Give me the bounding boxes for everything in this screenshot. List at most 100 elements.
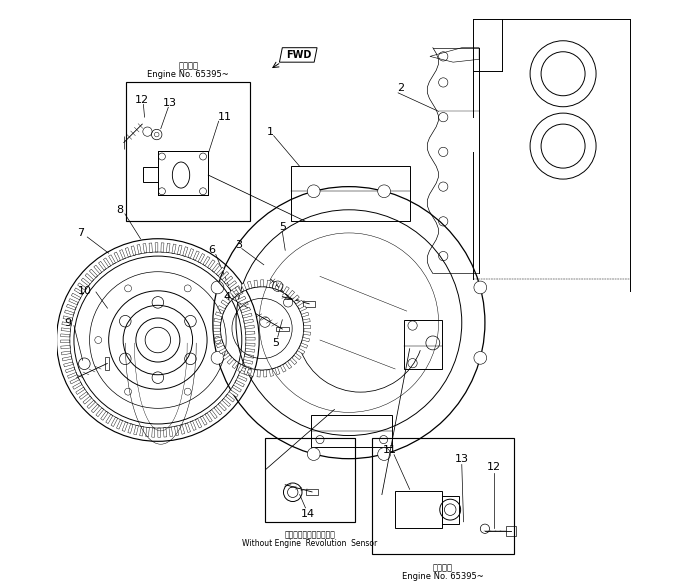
Polygon shape (244, 354, 254, 358)
Polygon shape (228, 280, 237, 289)
Polygon shape (62, 322, 71, 326)
Text: 13: 13 (455, 454, 468, 463)
Bar (311, 415, 392, 447)
Text: Engine No. 65395~: Engine No. 65395~ (402, 572, 484, 581)
Polygon shape (146, 427, 149, 437)
Polygon shape (278, 283, 284, 291)
Bar (304, 300, 315, 307)
Polygon shape (247, 281, 252, 289)
Polygon shape (214, 406, 222, 415)
Polygon shape (62, 351, 71, 355)
Polygon shape (134, 425, 138, 435)
Polygon shape (302, 338, 309, 342)
Polygon shape (244, 367, 249, 375)
Polygon shape (244, 319, 253, 324)
Polygon shape (212, 264, 220, 272)
Polygon shape (241, 283, 246, 291)
Bar (126, 82, 251, 222)
Polygon shape (125, 248, 131, 257)
Text: 9: 9 (64, 318, 72, 328)
Polygon shape (120, 250, 125, 259)
Polygon shape (208, 260, 215, 269)
Polygon shape (230, 290, 237, 297)
Text: 11: 11 (217, 112, 231, 122)
Polygon shape (237, 375, 247, 381)
Polygon shape (188, 248, 194, 258)
Polygon shape (235, 380, 244, 387)
Polygon shape (203, 257, 210, 266)
Polygon shape (94, 265, 102, 274)
Polygon shape (218, 305, 226, 311)
Polygon shape (109, 255, 116, 264)
Polygon shape (214, 331, 221, 335)
Polygon shape (62, 357, 72, 361)
Bar (143, 167, 158, 182)
Bar (395, 490, 441, 528)
Circle shape (211, 352, 224, 364)
Polygon shape (169, 427, 173, 437)
Bar (441, 496, 459, 524)
Text: 14: 14 (301, 509, 316, 519)
Polygon shape (298, 348, 305, 354)
Text: 13: 13 (163, 98, 176, 108)
Polygon shape (137, 244, 141, 254)
Polygon shape (227, 357, 234, 364)
Polygon shape (70, 377, 80, 384)
Circle shape (307, 448, 320, 461)
Polygon shape (122, 422, 128, 431)
Polygon shape (264, 370, 267, 377)
Polygon shape (231, 286, 240, 293)
Bar (507, 526, 516, 536)
Polygon shape (96, 408, 104, 417)
Text: 7: 7 (78, 228, 84, 238)
Polygon shape (69, 298, 78, 305)
Bar (372, 438, 514, 554)
Polygon shape (222, 398, 230, 406)
Polygon shape (217, 343, 224, 348)
Polygon shape (104, 258, 111, 267)
Polygon shape (225, 294, 232, 301)
Polygon shape (172, 244, 176, 254)
Text: 3: 3 (235, 240, 242, 250)
Polygon shape (220, 272, 229, 280)
Polygon shape (111, 417, 118, 427)
Polygon shape (280, 365, 286, 372)
Text: 5: 5 (272, 338, 279, 348)
Polygon shape (155, 243, 158, 252)
Polygon shape (218, 402, 226, 411)
Text: FWD: FWD (286, 50, 311, 59)
Polygon shape (149, 243, 152, 252)
Polygon shape (213, 325, 221, 328)
Polygon shape (226, 394, 235, 402)
Polygon shape (140, 426, 144, 436)
Polygon shape (166, 243, 170, 253)
Polygon shape (239, 370, 249, 376)
Polygon shape (245, 325, 255, 329)
Bar (307, 489, 318, 495)
Polygon shape (261, 280, 264, 287)
Polygon shape (116, 420, 122, 429)
Bar (404, 319, 441, 369)
Polygon shape (246, 338, 255, 340)
Polygon shape (215, 312, 223, 317)
Polygon shape (163, 428, 167, 437)
Polygon shape (246, 343, 255, 346)
Polygon shape (246, 331, 255, 335)
Text: 適用号機: 適用号機 (179, 62, 199, 71)
Text: 11: 11 (383, 445, 397, 455)
Polygon shape (299, 306, 307, 311)
Polygon shape (61, 334, 70, 337)
Text: 1: 1 (267, 127, 274, 136)
Polygon shape (232, 361, 239, 368)
Text: 5: 5 (279, 222, 286, 232)
Polygon shape (91, 404, 100, 413)
Text: エンジン回転センサなし: エンジン回転センサなし (284, 531, 335, 540)
Polygon shape (183, 247, 188, 257)
Polygon shape (217, 267, 224, 276)
Polygon shape (241, 307, 251, 313)
Polygon shape (65, 367, 75, 373)
Polygon shape (245, 349, 255, 352)
Polygon shape (89, 269, 98, 278)
Polygon shape (224, 276, 233, 284)
Polygon shape (64, 362, 73, 367)
